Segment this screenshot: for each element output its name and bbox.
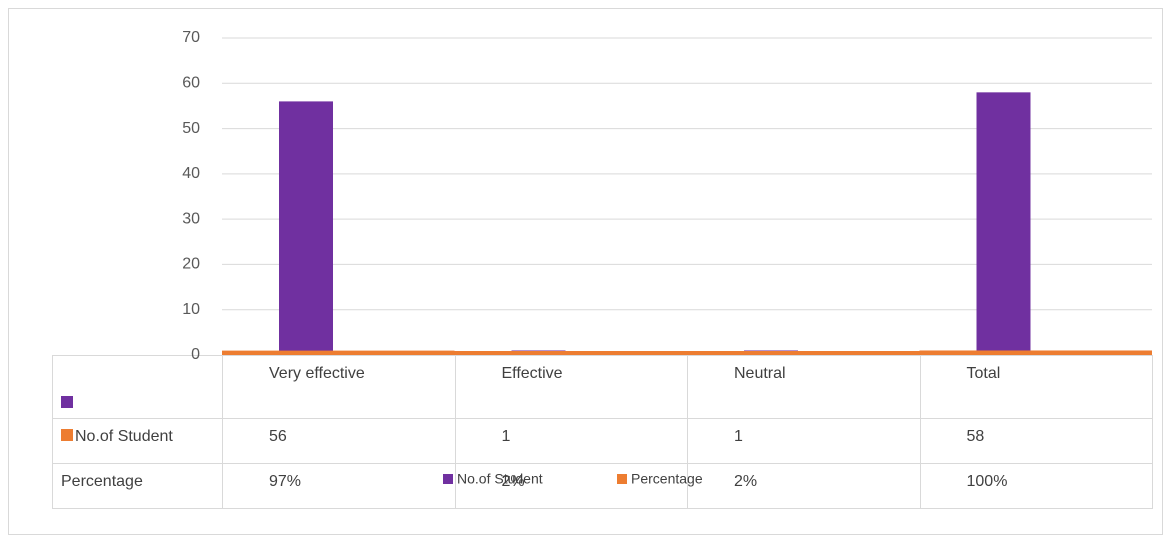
bar <box>454 351 687 355</box>
y-tick-label: 30 <box>182 210 200 227</box>
legend-key <box>61 429 73 441</box>
table-value: 2% <box>687 463 921 509</box>
legend-key <box>443 474 453 484</box>
bar <box>919 350 1152 355</box>
y-tick-label: 10 <box>182 301 200 318</box>
table-value: 2% <box>454 463 688 509</box>
legend-key <box>61 396 73 408</box>
table-value: 97% <box>222 463 456 509</box>
data-table: Very effective Effective Neutral Total No.of… <box>52 355 1153 509</box>
category-label: Very effective <box>222 355 456 419</box>
table-header-row: Very effective Effective Neutral Total <box>52 355 1153 419</box>
series-label: Percentage <box>61 473 143 490</box>
y-tick-label: 20 <box>182 256 200 273</box>
legend-label: No.of Student <box>457 471 543 487</box>
y-tick-label: 70 <box>182 29 200 46</box>
table-row: Percentage 97% 2% 2% 100% <box>52 463 1153 509</box>
y-tick-label: 40 <box>182 165 200 182</box>
legend-label: Percentage <box>631 471 703 487</box>
legend-key <box>617 474 627 484</box>
table-value: 100% <box>919 463 1153 509</box>
bar <box>976 92 1031 355</box>
y-tick-label: 50 <box>182 120 200 137</box>
bar <box>222 350 455 355</box>
chart-frame <box>8 8 1163 535</box>
table-value: 58 <box>919 418 1153 464</box>
series-label: No.of Student <box>75 428 173 445</box>
bar <box>279 101 333 356</box>
series-name: No.of Student <box>52 418 223 464</box>
series-name: Percentage <box>52 463 223 509</box>
bar <box>687 351 920 355</box>
table-value: 56 <box>222 418 456 464</box>
y-tick-label: 60 <box>182 75 200 92</box>
y-tick-label: 0 <box>191 346 200 363</box>
